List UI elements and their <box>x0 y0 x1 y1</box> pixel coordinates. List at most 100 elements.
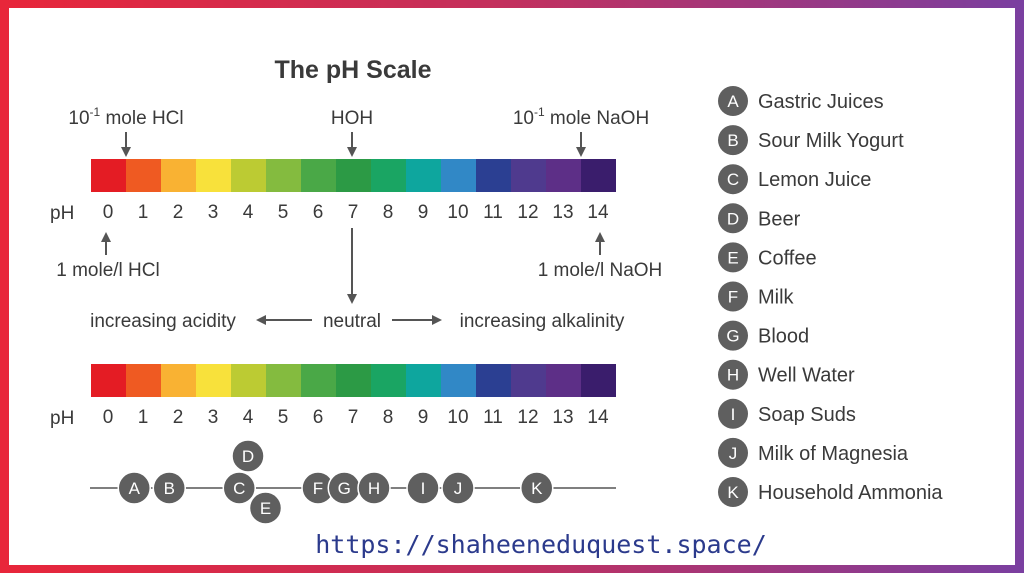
label-neutral: neutral <box>323 311 381 332</box>
ph-segment-6 <box>301 364 336 397</box>
ph-value-10: 10 <box>447 202 468 223</box>
ph-segment-14 <box>581 159 616 192</box>
ph-segment-2 <box>161 159 196 192</box>
ph-scale-bottom <box>91 364 616 397</box>
ph-segment-13 <box>546 364 581 397</box>
ph-segment-0 <box>91 364 126 397</box>
label-one-mole-acid: 1 mole/l HCl <box>56 260 159 281</box>
label-increasing-acidity: increasing acidity <box>90 311 236 332</box>
ph-segment-4 <box>231 159 266 192</box>
ph-segment-11 <box>476 159 511 192</box>
ph-value-12: 12 <box>517 202 538 223</box>
ph-value-1: 1 <box>138 202 149 223</box>
legend-i-letter: I <box>731 405 736 424</box>
ph-value-4: 4 <box>243 202 254 223</box>
ph-numbers-top: 0 1 2 3 4 5 6 7 8 9 10 11 12 13 14 <box>103 202 609 223</box>
ph-segment-1 <box>126 364 161 397</box>
legend-c-label: Lemon Juice <box>758 169 871 191</box>
ph-label-top: pH <box>50 203 74 224</box>
ph-segment-10 <box>441 364 476 397</box>
ph-segment-7 <box>336 364 371 397</box>
marker-i-letter: I <box>421 479 426 498</box>
ph-value-1: 1 <box>138 407 149 428</box>
legend-h-circle <box>718 359 748 390</box>
ph-scale-top <box>91 159 616 192</box>
ph-segment-6 <box>301 159 336 192</box>
ph-segment-0 <box>91 159 126 192</box>
ph-value-13: 13 <box>552 407 573 428</box>
ph-segment-14 <box>581 364 616 397</box>
ph-segment-7 <box>336 159 371 192</box>
ph-value-13: 13 <box>552 202 573 223</box>
marker-c-circle <box>222 471 256 505</box>
legend-j-letter: J <box>729 444 738 463</box>
marker-g-letter: G <box>338 479 351 498</box>
ph-value-12: 12 <box>517 407 538 428</box>
legend-b-letter: B <box>727 131 738 150</box>
legend-d-letter: D <box>727 209 739 228</box>
legend-b-circle <box>718 125 748 156</box>
ph-value-11: 11 <box>483 407 503 428</box>
legend-i-label: Soap Suds <box>758 404 856 426</box>
legend-g-letter: G <box>726 327 739 346</box>
legend-f-letter: F <box>728 288 738 307</box>
legend-k-circle <box>718 477 748 507</box>
legend-c-letter: C <box>727 170 739 189</box>
diagram-title: The pH Scale <box>275 56 432 84</box>
marker-e-circle <box>248 491 283 525</box>
ph-segment-13 <box>546 159 581 192</box>
legend-e-label: Coffee <box>758 247 817 269</box>
marker-j-letter: J <box>454 479 463 498</box>
ph-value-5: 5 <box>278 407 289 428</box>
ph-value-0: 0 <box>103 407 114 428</box>
marker-h-circle <box>357 471 391 505</box>
ph-value-3: 3 <box>208 407 219 428</box>
ph-segment-12 <box>511 364 546 397</box>
marker-j-circle <box>441 471 475 505</box>
ph-value-8: 8 <box>383 202 394 223</box>
ph-value-8: 8 <box>383 407 394 428</box>
source-url[interactable]: https://shaheeneduquest.space/ <box>315 530 767 559</box>
legend-d-circle <box>718 203 748 234</box>
ph-value-0: 0 <box>103 202 114 223</box>
marker-a-circle <box>117 471 151 505</box>
ph-segment-12 <box>511 159 546 192</box>
marker-k-circle <box>520 471 554 505</box>
legend-c-circle <box>718 164 748 195</box>
ph-segment-4 <box>231 364 266 397</box>
legend-g-circle <box>718 320 748 351</box>
ph-value-2: 2 <box>173 202 184 223</box>
legend-j-circle <box>718 437 748 468</box>
legend-k-label: Household Ammonia <box>758 482 943 504</box>
ph-value-10: 10 <box>447 407 468 428</box>
ph-segment-9 <box>406 159 441 192</box>
ph-value-9: 9 <box>418 202 429 223</box>
ph-segment-5 <box>266 159 301 192</box>
ph-numbers-bottom: 0 1 2 3 4 5 6 7 8 9 10 11 12 13 14 <box>103 407 609 428</box>
ph-value-7: 7 <box>348 202 359 223</box>
label-increasing-alkalinity: increasing alkalinity <box>460 311 625 332</box>
ph-value-11: 11 <box>483 202 503 223</box>
substance-legend: A Gastric Juices B Sour Milk Yogurt C Lemon J… <box>718 86 943 507</box>
marker-h-letter: H <box>368 479 380 498</box>
ph-segment-5 <box>266 364 301 397</box>
marker-b-letter: B <box>164 479 175 498</box>
ph-value-5: 5 <box>278 202 289 223</box>
legend-a-letter: A <box>727 92 739 111</box>
ph-value-14: 14 <box>587 407 609 428</box>
label-one-mole-base: 1 mole/l NaOH <box>538 260 663 281</box>
ph-segment-11 <box>476 364 511 397</box>
label-strong-base: 10-1 mole NaOH <box>513 105 649 129</box>
legend-a-circle <box>718 86 748 116</box>
legend-f-label: Milk <box>758 287 795 309</box>
ph-segment-8 <box>371 159 406 192</box>
legend-e-circle <box>718 242 748 273</box>
legend-e-letter: E <box>727 248 738 267</box>
ph-value-3: 3 <box>208 202 219 223</box>
marker-k-letter: K <box>531 479 543 498</box>
legend-j-label: Milk of Magnesia <box>758 443 909 465</box>
marker-a-letter: A <box>129 479 141 498</box>
marker-f-letter: F <box>313 479 323 498</box>
ph-value-7: 7 <box>348 407 359 428</box>
